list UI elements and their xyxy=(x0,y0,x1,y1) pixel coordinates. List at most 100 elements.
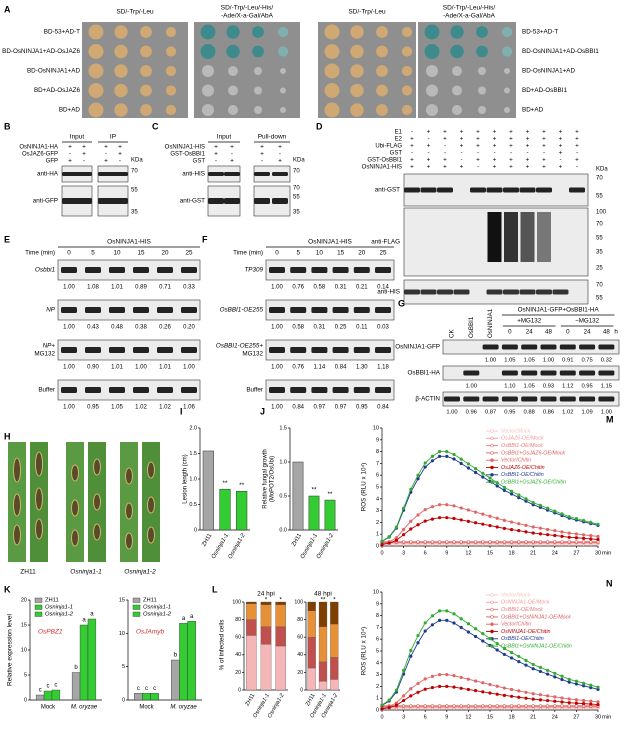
sign: + xyxy=(278,158,282,165)
point xyxy=(510,527,514,532)
sign: + xyxy=(104,144,108,151)
y-tick-label: 2.0 xyxy=(189,425,197,431)
point xyxy=(502,646,507,651)
antibody-label: anti-GFP xyxy=(33,198,58,205)
band xyxy=(272,198,288,204)
quantity: 1.01 xyxy=(111,285,123,291)
bar xyxy=(51,689,61,701)
point xyxy=(560,512,564,516)
bar-segment xyxy=(307,610,316,638)
point xyxy=(452,540,456,544)
band xyxy=(375,307,391,313)
y-tick-label: 20 xyxy=(297,670,303,676)
colony xyxy=(88,83,104,98)
band xyxy=(579,396,596,402)
lesion xyxy=(13,493,21,517)
point xyxy=(445,454,449,458)
row-label: GST-OsBBI1 xyxy=(170,152,205,158)
bar-segment xyxy=(275,645,286,691)
point xyxy=(553,695,557,699)
time: 5 xyxy=(91,250,95,257)
colony xyxy=(452,105,462,115)
band xyxy=(559,370,576,376)
lesion xyxy=(71,464,79,482)
blot xyxy=(57,259,201,281)
time-label: Time (min) xyxy=(25,250,55,257)
legend-marker xyxy=(490,436,494,440)
row-label: BD-OsNINJA1+AD-OsBBI1 xyxy=(522,48,599,55)
quantity: 0.96 xyxy=(466,410,477,416)
quantity: 1.05 xyxy=(524,384,535,390)
point xyxy=(567,515,571,519)
point xyxy=(481,475,485,479)
x-tick-label: 15 xyxy=(487,714,493,720)
band xyxy=(208,198,224,204)
legend-marker xyxy=(490,593,494,597)
point xyxy=(466,462,471,466)
band xyxy=(269,347,285,353)
x-tick-label: Mock xyxy=(41,705,56,711)
point xyxy=(481,632,485,636)
y-tick-label: 20 xyxy=(235,670,241,676)
point xyxy=(531,540,535,544)
lesion xyxy=(125,467,133,485)
point xyxy=(581,536,586,540)
point xyxy=(445,609,449,613)
band xyxy=(311,347,328,353)
quantity: 0.25 xyxy=(335,325,347,331)
row-label: OsNINJA1-HA xyxy=(19,145,58,151)
point xyxy=(452,457,456,461)
point xyxy=(538,526,543,530)
colony xyxy=(324,63,340,79)
point xyxy=(495,484,499,488)
y-tick-label: 6 xyxy=(376,473,379,479)
legend-label: OsBBI1-OE/Mock xyxy=(501,443,543,449)
point xyxy=(481,522,485,526)
band xyxy=(98,172,114,176)
band xyxy=(404,289,420,295)
colony xyxy=(228,85,238,96)
time: 48 xyxy=(545,329,552,336)
band xyxy=(85,267,101,273)
point xyxy=(474,704,478,708)
point xyxy=(459,540,463,544)
colony xyxy=(254,106,262,114)
y-tick-label: 10 xyxy=(21,647,27,653)
colony xyxy=(324,102,340,118)
y-tick-label: 60 xyxy=(235,635,241,641)
point xyxy=(402,694,406,698)
sign: + xyxy=(104,158,108,165)
quantity: 1.02 xyxy=(159,405,171,411)
bar xyxy=(134,693,143,701)
quantity: 0.87 xyxy=(485,410,496,416)
point xyxy=(466,622,471,626)
point xyxy=(510,650,514,655)
row-label: BD-OsNINJA1+AD xyxy=(27,68,80,75)
marker-label: 35 xyxy=(131,210,138,216)
panel-label: F xyxy=(202,234,208,244)
blot xyxy=(57,299,201,321)
header: OsNINJA1-GFP+OsBBI1-HA xyxy=(518,307,600,314)
legend-label: OsJAZ6-OE/Mock xyxy=(501,436,544,442)
point xyxy=(517,695,521,699)
colony xyxy=(114,44,128,59)
point xyxy=(459,461,463,466)
blot xyxy=(265,299,395,321)
point xyxy=(474,627,478,631)
point xyxy=(423,677,427,681)
point xyxy=(409,654,413,658)
band xyxy=(85,307,101,313)
band xyxy=(519,187,536,193)
colony xyxy=(504,107,510,113)
quantity: 0.95 xyxy=(581,384,592,390)
bar-segment xyxy=(307,637,316,669)
point xyxy=(488,540,492,544)
y-tick-label: 0 xyxy=(122,697,125,703)
colony xyxy=(476,45,488,58)
x-tick-label: 27 xyxy=(573,714,579,720)
sign: - xyxy=(411,150,413,157)
point xyxy=(452,674,456,678)
band xyxy=(290,347,307,353)
column-header: Pull-down xyxy=(258,134,287,141)
point xyxy=(438,609,442,613)
